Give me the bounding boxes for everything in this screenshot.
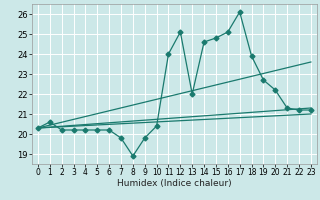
X-axis label: Humidex (Indice chaleur): Humidex (Indice chaleur) bbox=[117, 179, 232, 188]
